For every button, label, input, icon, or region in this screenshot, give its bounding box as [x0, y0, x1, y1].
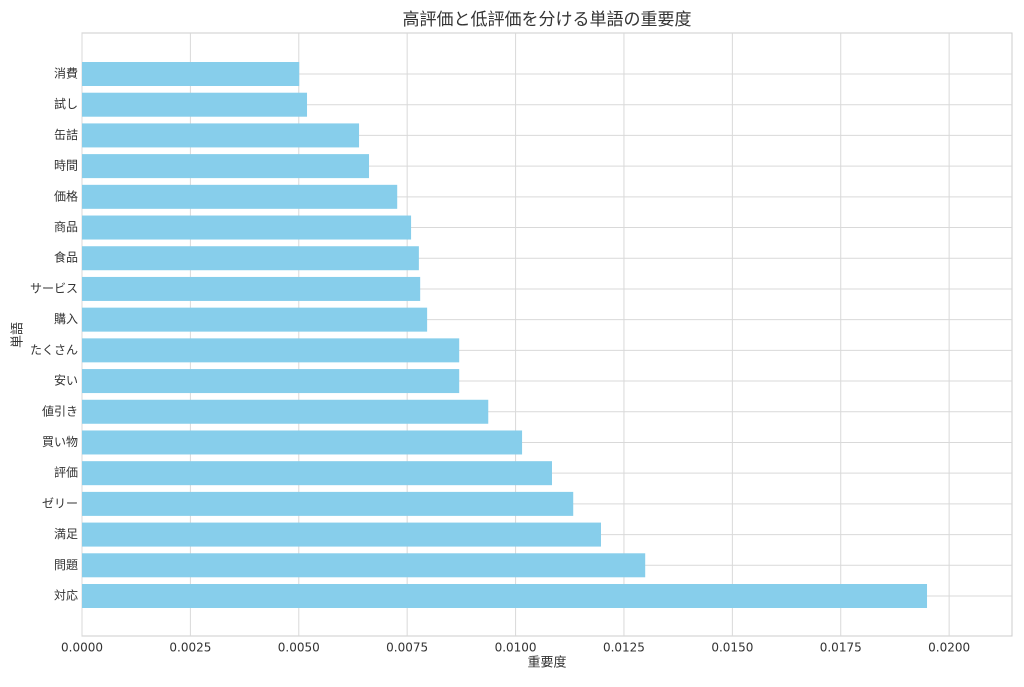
bar — [82, 553, 646, 578]
y-tick-label: たくさん — [30, 343, 78, 357]
bar — [82, 430, 523, 455]
y-tick-label: 食品 — [54, 250, 78, 265]
x-tick-label: 0.0125 — [603, 641, 645, 655]
bar — [82, 369, 460, 394]
bar — [82, 584, 928, 608]
y-tick-label: 消費 — [54, 66, 78, 81]
y-tick-label: 試し — [54, 96, 78, 111]
y-tick-label: ゼリー — [42, 496, 78, 510]
y-tick-label: 満足 — [54, 527, 78, 541]
y-axis-label: 単語 — [10, 322, 26, 348]
bar — [82, 154, 370, 179]
bar — [82, 461, 552, 486]
bar — [82, 92, 308, 117]
x-tick-label: 0.0050 — [278, 641, 320, 655]
x-axis-label: 重要度 — [527, 655, 566, 671]
x-tick-label: 0.0100 — [495, 641, 537, 655]
y-tick-label: 対応 — [54, 589, 78, 603]
bar — [82, 246, 419, 271]
y-tick-label: 安い — [54, 373, 78, 388]
bar — [82, 338, 460, 363]
x-tick-label: 0.0175 — [820, 641, 862, 655]
y-tick-label: 商品 — [54, 219, 78, 234]
y-tick-label: 問題 — [54, 558, 78, 572]
bar — [82, 307, 428, 332]
y-tick-label: サービス — [30, 281, 78, 295]
y-tick-label: 値引き — [42, 403, 78, 418]
bar — [82, 491, 574, 516]
bar — [82, 399, 489, 424]
y-tick-label: 缶詰 — [54, 127, 78, 142]
x-tick-label: 0.0150 — [711, 641, 753, 655]
x-tick-label: 0.0025 — [169, 641, 211, 655]
bar — [82, 522, 601, 547]
bar — [82, 276, 421, 301]
bar — [82, 215, 412, 240]
x-tick-label: 0.0075 — [386, 641, 428, 655]
y-tick-label: 購入 — [54, 312, 78, 326]
chart-title: 高評価と低評価を分ける単語の重要度 — [403, 10, 692, 30]
y-tick-label: 時間 — [54, 159, 78, 173]
y-tick-label: 価格 — [54, 188, 78, 203]
x-tick-label: 0.0200 — [928, 641, 970, 655]
bar — [82, 123, 360, 148]
bar — [82, 184, 398, 209]
x-tick-label: 0.0000 — [61, 641, 103, 655]
y-tick-label: 評価 — [54, 465, 78, 480]
bar — [82, 62, 300, 86]
y-tick-label: 買い物 — [42, 435, 78, 449]
